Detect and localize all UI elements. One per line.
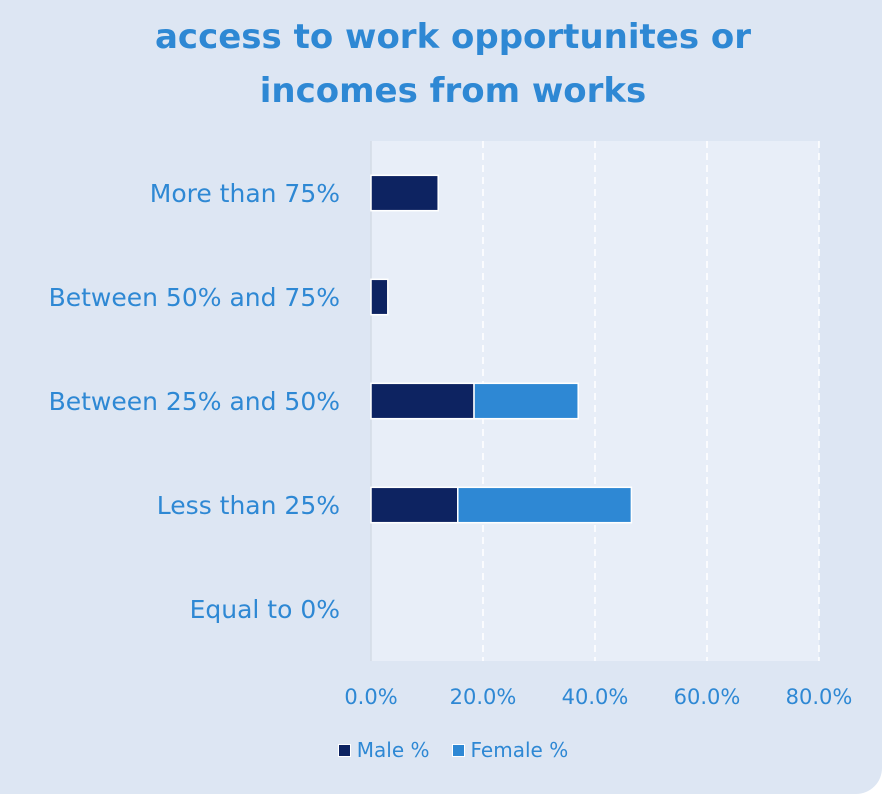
x-tick-label: 40.0%	[562, 685, 629, 709]
legend-item-male: Male %	[337, 738, 430, 762]
chart-title-line-1: access to work opportunites or	[154, 17, 752, 57]
bar-female	[457, 486, 633, 524]
legend-swatch-male	[337, 743, 351, 757]
grid-lines	[370, 141, 820, 661]
category-label: Equal to 0%	[190, 595, 340, 624]
x-tick-label: 60.0%	[674, 685, 741, 709]
chart-title-line-2: incomes from works	[259, 71, 647, 111]
bar-male	[370, 382, 475, 420]
x-tick-label: 0.0%	[344, 685, 397, 709]
category-label: Between 25% and 50%	[49, 387, 340, 416]
x-tick-label: 80.0%	[786, 685, 853, 709]
bars	[370, 174, 633, 524]
category-label: Between 50% and 75%	[49, 283, 340, 312]
bar-male	[370, 174, 439, 212]
x-tick-label: 20.0%	[450, 685, 517, 709]
bar-male	[370, 278, 389, 316]
category-labels: More than 75% Between 50% and 75% Between …	[49, 179, 340, 624]
bar-male	[370, 486, 459, 524]
chart-title: access to work opportunites or incomes f…	[0, 10, 888, 118]
legend-label-female: Female %	[470, 738, 569, 762]
legend: Male % Female %	[0, 738, 888, 762]
x-tick-labels: 0.0% 20.0% 40.0% 60.0% 80.0%	[344, 685, 852, 709]
bar-female	[473, 382, 579, 420]
category-label: More than 75%	[150, 179, 340, 208]
legend-label-male: Male %	[356, 738, 430, 762]
legend-item-female: Female %	[451, 738, 569, 762]
category-label: Less than 25%	[157, 491, 340, 520]
legend-swatch-female	[451, 743, 465, 757]
